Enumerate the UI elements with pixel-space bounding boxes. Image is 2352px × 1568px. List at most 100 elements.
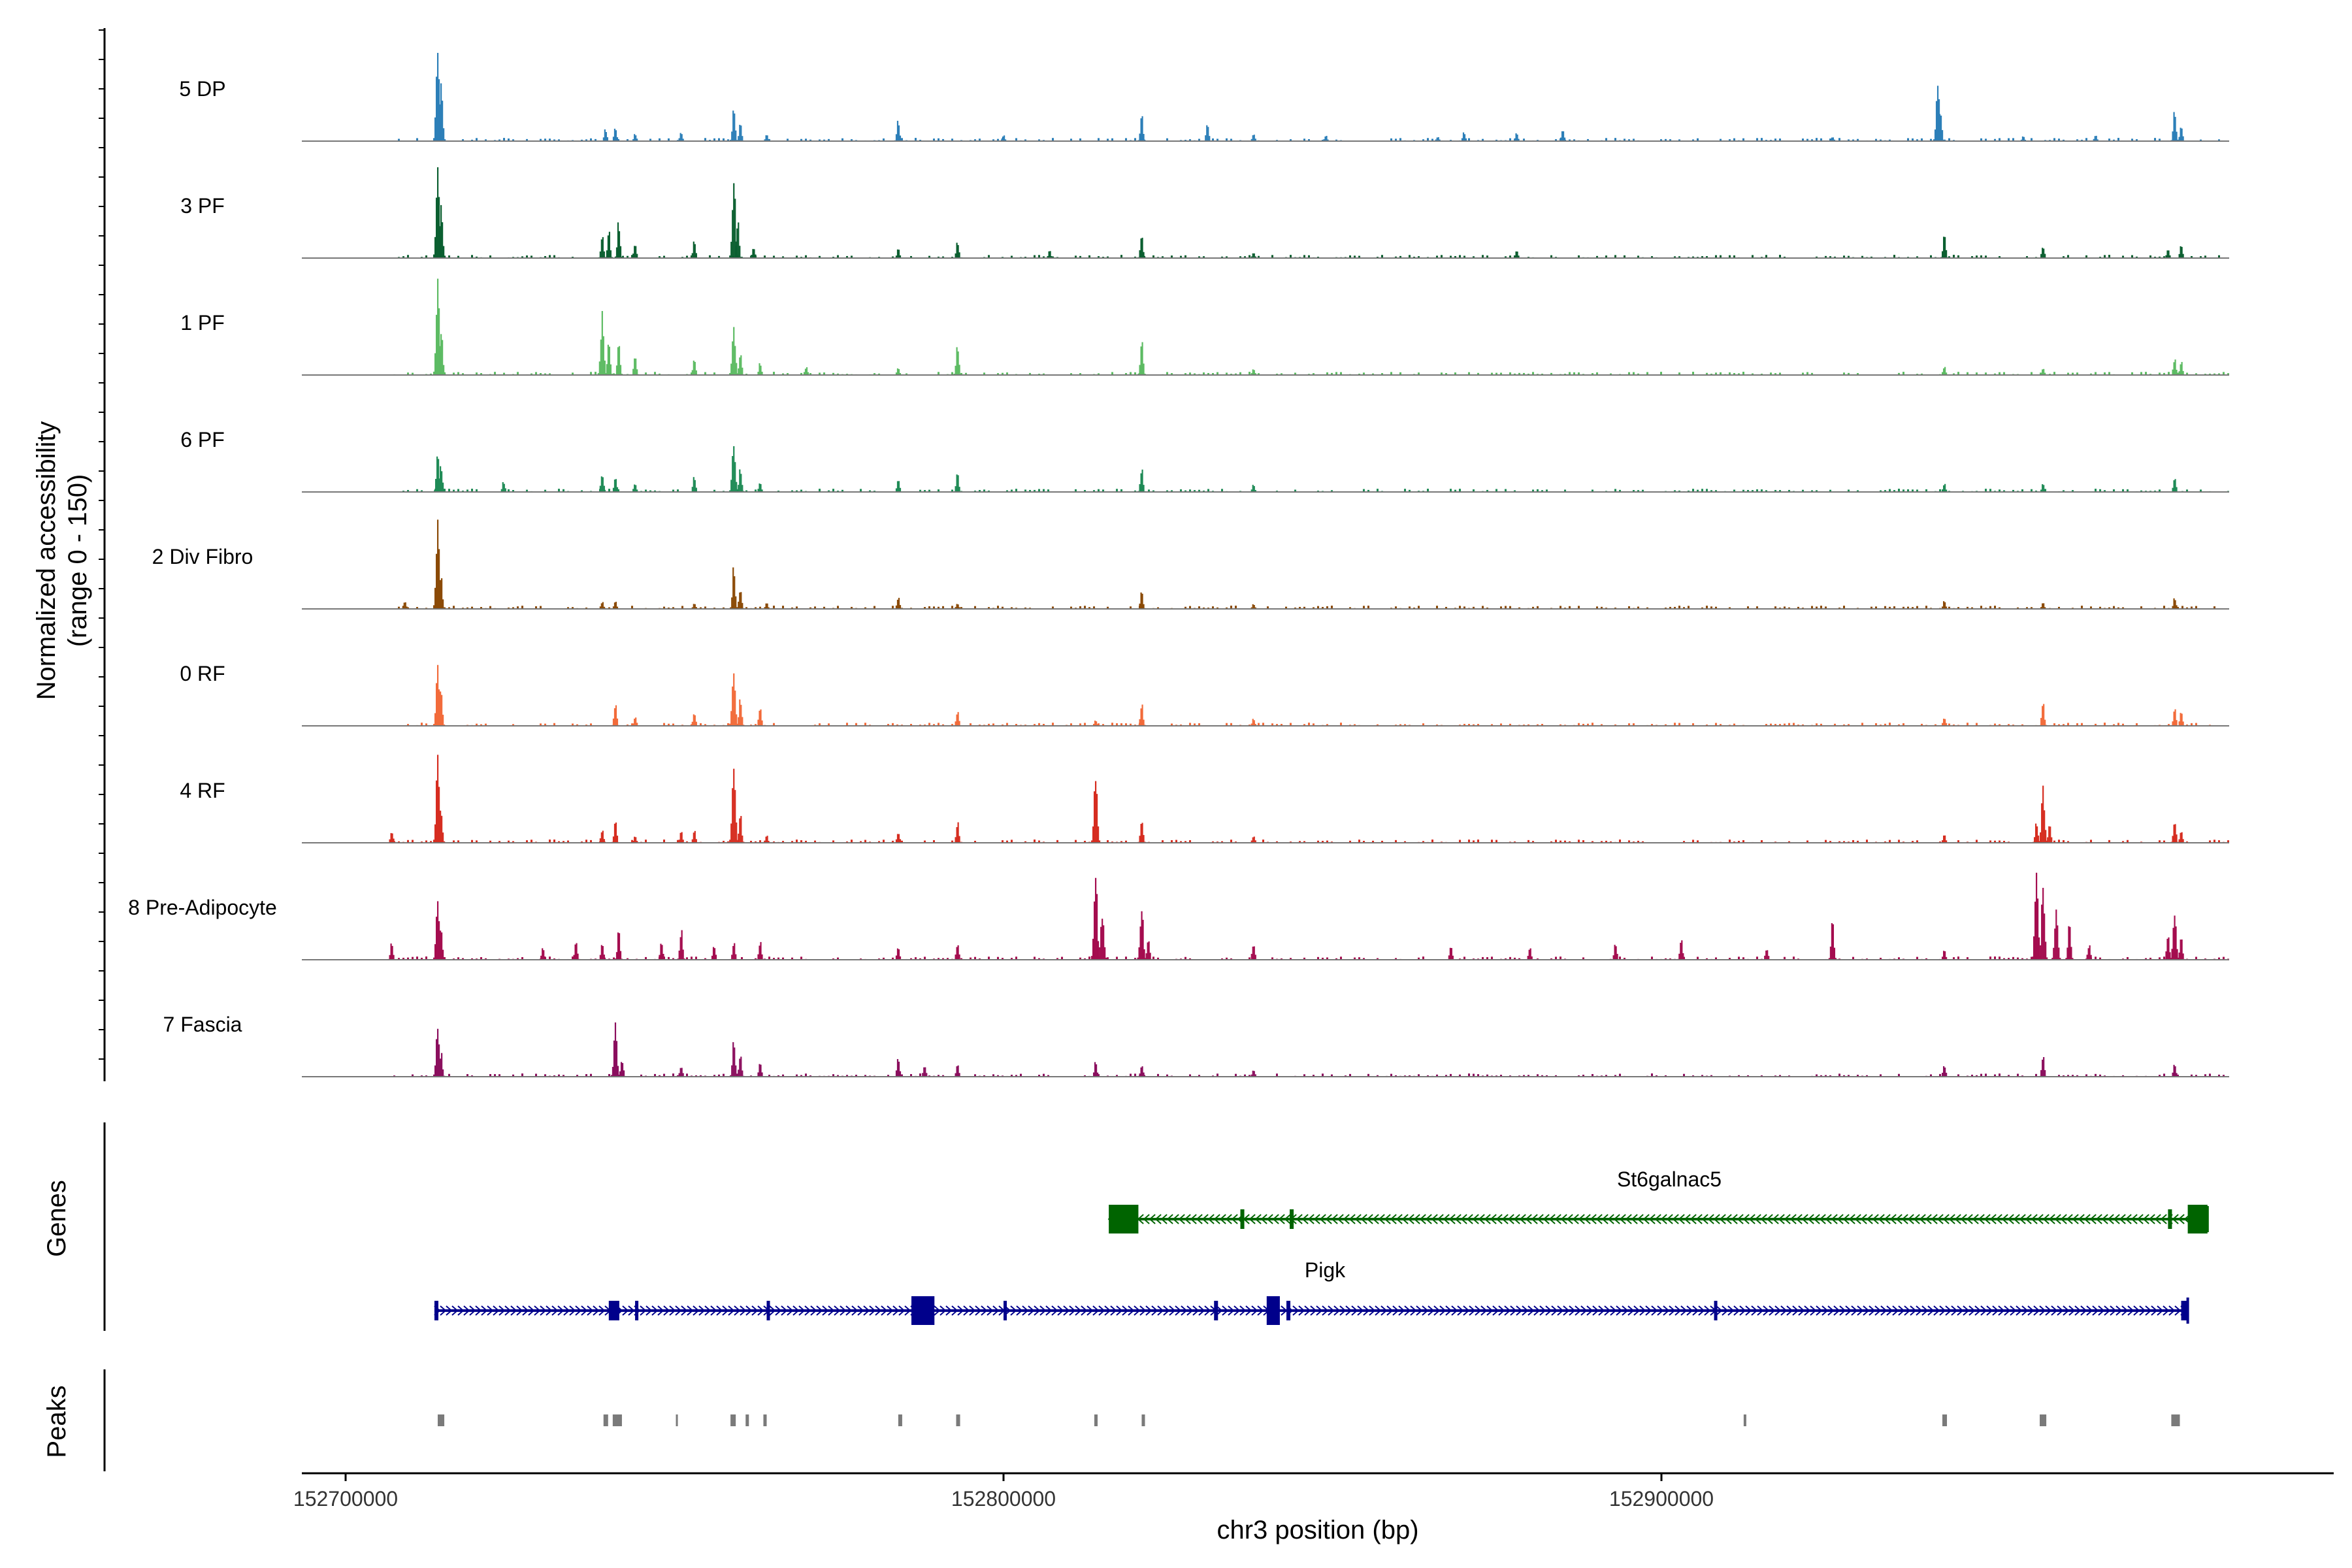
strand-arrow [881,1305,888,1316]
coverage-noise-bar [1523,139,1525,141]
coverage-noise-bar [1326,724,1328,726]
coverage-peak-bar [607,235,609,258]
coverage-noise-bar [1015,138,1017,141]
coverage-noise-bar [837,957,839,960]
coverage-noise-bar [2085,1074,2087,1077]
coverage-noise-bar [1495,372,1497,375]
coverage-noise-bar [668,723,670,726]
coverage-noise-bar [1843,841,1845,843]
coverage-noise-bar [531,373,532,375]
coverage-noise-bar [1729,958,1731,960]
strand-arrow [2016,1305,2023,1316]
coverage-noise-bar [791,607,793,609]
coverage-noise-bar [864,840,866,843]
coverage-peak-bar [1942,139,1945,141]
gene-exon [1286,1301,1291,1320]
coverage-noise-bar [549,956,551,960]
coverage-peak-bar [732,110,734,141]
coverage-peak-bar [1943,835,1945,843]
strand-arrow [1439,1305,1446,1316]
coverage-peak-bar [739,699,741,726]
coverage-peak-bar [606,364,608,375]
coverage-noise-bar [663,606,665,609]
coverage-noise-bar [1788,723,1790,726]
coverage-peak-bar [732,210,734,258]
coverage-noise-bar [2163,372,2165,375]
coverage-noise-bar [1738,373,1740,375]
coverage-noise-bar [1779,490,1781,492]
strand-arrow [2019,1214,2026,1224]
coverage-noise-bar [1413,256,1415,258]
coverage-peak-bar [390,833,392,843]
coverage-noise-bar [1701,256,1703,258]
coverage-noise-bar [540,723,542,726]
coverage-peak-bar [603,839,605,843]
coverage-noise-bar [1331,372,1333,375]
strand-arrow [904,1305,911,1316]
strand-arrow [1745,1305,1752,1316]
coverage-noise-bar [1701,489,1703,492]
coverage-noise-bar [2012,138,2014,141]
coverage-peak-bar [438,363,440,375]
coverage-noise-bar [864,1075,866,1077]
coverage-noise-bar [1683,841,1685,843]
coverage-noise-bar [1976,840,1978,843]
coverage-peak-bar [740,815,742,843]
coverage-peak-bar [1254,1074,1256,1077]
coverage-noise-bar [1532,606,1534,609]
coverage-noise-bar [1317,606,1319,609]
coverage-peak-bar [2040,253,2042,258]
coverage-peak-bar [636,489,638,492]
coverage-noise-bar [1335,958,1337,960]
gene-exon [434,1301,438,1320]
coverage-peak-bar [729,490,731,492]
coverage-peak-bar [436,1028,439,1077]
coverage-peak-bar [759,710,760,726]
coverage-noise-bar [1409,489,1411,492]
coverage-noise-bar [1692,139,1694,141]
coverage-peak-bar [1139,836,1141,843]
coverage-peak-bar [691,839,693,843]
coverage-peak-bar [2024,139,2027,141]
coverage-noise-bar [1217,1073,1218,1077]
strand-arrow [1469,1305,1476,1316]
coverage-noise-bar [631,606,633,609]
coverage-peak-bar [599,251,601,258]
coverage-noise-bar [1303,255,1305,258]
coverage-noise-bar [535,1073,537,1077]
coverage-peak-bar [1833,139,1836,141]
coverage-noise-bar [2053,723,2055,726]
coverage-noise-bar [1628,840,1630,843]
coverage-peak-bar [615,130,617,141]
coverage-noise-bar [2218,373,2220,375]
coverage-noise-bar [1678,372,1680,375]
coverage-noise-bar [695,1075,697,1077]
strand-arrow [1872,1214,1879,1224]
coverage-peak-bar [1148,941,1150,960]
y-axis [99,28,106,1471]
coverage-peak-bar [1100,926,1102,960]
coverage-peak-bar [2174,479,2176,492]
coverage-noise-bar [1084,490,1086,492]
coverage-peak-bar [2094,136,2096,141]
coverage-noise-bar [1431,840,1433,843]
coverage-peak-bar [1946,250,1948,258]
coverage-peak-bar [599,606,601,609]
coverage-noise-bar [2163,256,2165,258]
coverage-peak-bar [1149,953,1151,960]
strand-arrow [1480,1305,1488,1316]
coverage-peak-bar [634,134,636,141]
strand-arrow [1172,1214,1179,1224]
coverage-peak-bar [606,250,608,258]
strand-arrow [2174,1305,2181,1316]
coverage-peak-bar [739,1058,741,1077]
strand-arrow [1354,1214,1362,1224]
coverage-noise-bar [2218,957,2220,960]
strand-arrow [1145,1305,1152,1316]
coverage-peak-bar [1252,135,1254,141]
strand-arrow [1307,1214,1315,1224]
coverage-noise-bar [846,841,848,843]
coverage-noise-bar [1422,956,1424,960]
coverage-noise-bar [723,1073,725,1077]
strand-arrow [1921,1305,1929,1316]
